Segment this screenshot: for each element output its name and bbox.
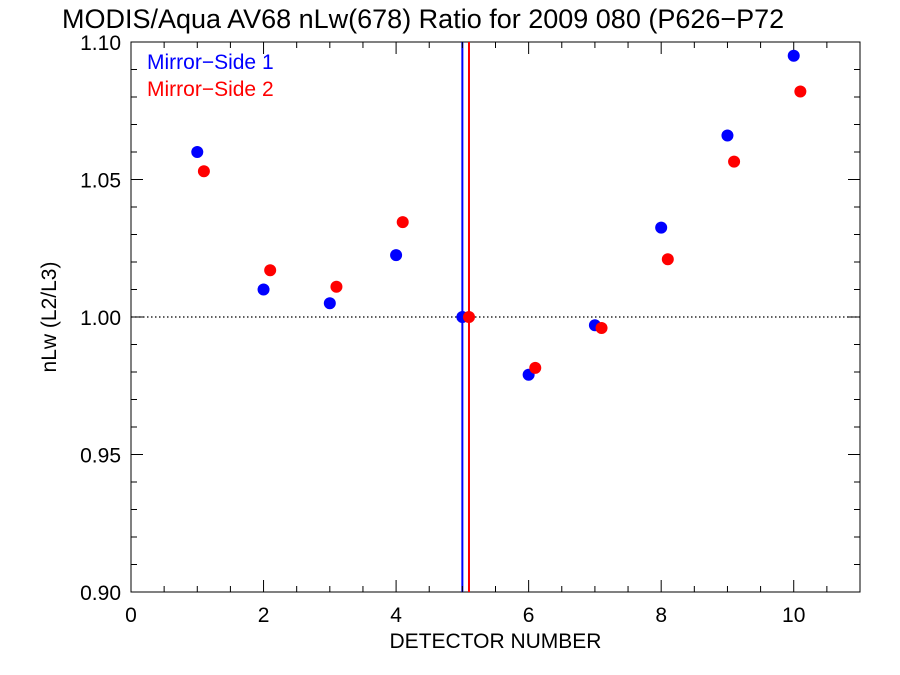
data-point-series-2 xyxy=(728,155,741,168)
legend-entry-mirror-side-1: Mirror−Side 1 xyxy=(147,51,274,74)
y-tick-label: 0.95 xyxy=(80,445,121,468)
data-point-series-1 xyxy=(323,297,336,310)
data-point-series-1 xyxy=(257,283,270,296)
legend-entry-mirror-side-2: Mirror−Side 2 xyxy=(147,78,274,101)
x-tick-label: 10 xyxy=(782,604,805,627)
data-point-series-2 xyxy=(396,216,409,229)
data-point-series-1 xyxy=(787,49,800,62)
data-point-series-1 xyxy=(390,249,403,262)
data-point-series-2 xyxy=(794,85,807,98)
data-point-series-2 xyxy=(661,253,674,266)
x-tick-label: 6 xyxy=(523,604,535,627)
data-point-series-2 xyxy=(330,280,343,293)
x-axis-label: DETECTOR NUMBER xyxy=(390,630,602,653)
data-point-series-2 xyxy=(595,322,608,334)
data-point-series-2 xyxy=(462,311,475,323)
data-point-series-2 xyxy=(197,165,210,178)
x-tick-label: 2 xyxy=(258,604,270,627)
data-point-series-1 xyxy=(721,129,734,142)
data-point-series-1 xyxy=(655,221,668,234)
y-tick-label: 1.10 xyxy=(80,32,121,55)
y-tick-label: 1.00 xyxy=(80,307,121,330)
x-tick-label: 4 xyxy=(390,604,402,627)
x-tick-label: 0 xyxy=(125,604,137,627)
chart-title: MODIS/Aqua AV68 nLw(678) Ratio for 2009 … xyxy=(62,4,784,34)
x-tick-label: 8 xyxy=(655,604,667,627)
y-tick-label: 1.05 xyxy=(80,170,121,193)
y-tick-label: 0.90 xyxy=(80,582,121,605)
data-point-series-1 xyxy=(191,146,204,158)
y-axis-label: nLw (L2/L3) xyxy=(38,262,61,373)
data-point-series-2 xyxy=(529,361,542,374)
data-point-series-2 xyxy=(264,264,277,277)
